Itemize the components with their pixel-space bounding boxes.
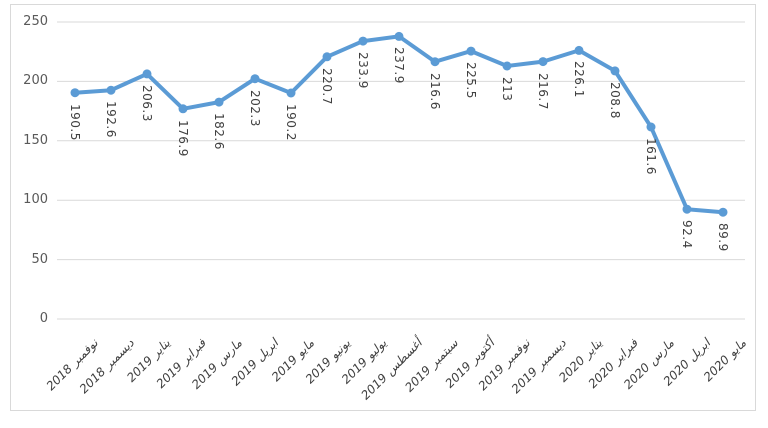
chart-border — [10, 4, 756, 411]
data-point-marker-15 — [610, 66, 620, 76]
data-label-12: 213 — [500, 76, 514, 102]
y-axis-tick-200: 200 — [23, 73, 48, 89]
data-label-17: 92.4 — [680, 220, 694, 249]
y-axis-tick-150: 150 — [23, 132, 48, 148]
data-point-marker-2 — [142, 69, 152, 79]
data-point-marker-16 — [646, 122, 656, 132]
data-label-3: 176.9 — [176, 119, 190, 157]
data-label-14: 226.1 — [572, 61, 586, 99]
data-point-marker-17 — [682, 204, 692, 214]
data-point-marker-5 — [250, 74, 260, 84]
data-point-marker-9 — [394, 31, 404, 41]
data-label-2: 206.3 — [140, 84, 154, 122]
data-point-marker-18 — [718, 207, 728, 217]
data-point-marker-1 — [106, 85, 116, 95]
data-label-6: 190.2 — [284, 104, 298, 141]
data-point-marker-7 — [322, 52, 332, 62]
data-label-11: 225.5 — [464, 62, 478, 99]
data-point-marker-11 — [466, 46, 476, 56]
data-point-marker-10 — [430, 57, 440, 67]
data-label-1: 192.6 — [104, 101, 118, 139]
data-label-0: 190.5 — [68, 103, 82, 141]
data-label-4: 182.6 — [212, 113, 226, 150]
data-label-7: 220.7 — [320, 67, 334, 105]
data-point-marker-0 — [70, 88, 80, 98]
data-point-marker-3 — [178, 104, 188, 114]
data-point-marker-13 — [538, 57, 548, 67]
y-axis-tick-100: 100 — [23, 192, 48, 208]
data-label-18: 89.9 — [716, 223, 730, 252]
data-point-marker-12 — [502, 61, 512, 71]
data-label-5: 202.3 — [248, 89, 262, 127]
data-label-8: 233.9 — [356, 52, 370, 89]
y-axis-tick-250: 250 — [23, 14, 48, 29]
y-axis-tick-50: 50 — [31, 251, 48, 267]
data-point-marker-14 — [574, 45, 584, 55]
data-point-marker-8 — [358, 36, 368, 46]
data-point-marker-4 — [214, 97, 224, 107]
data-point-marker-6 — [286, 88, 296, 98]
data-label-10: 216.6 — [428, 72, 442, 110]
data-label-13: 216.7 — [536, 72, 550, 110]
data-label-9: 237.9 — [392, 47, 406, 85]
data-label-16: 161.6 — [644, 138, 658, 175]
data-label-15: 208.8 — [608, 81, 622, 119]
y-axis-tick-0: 0 — [39, 311, 48, 326]
